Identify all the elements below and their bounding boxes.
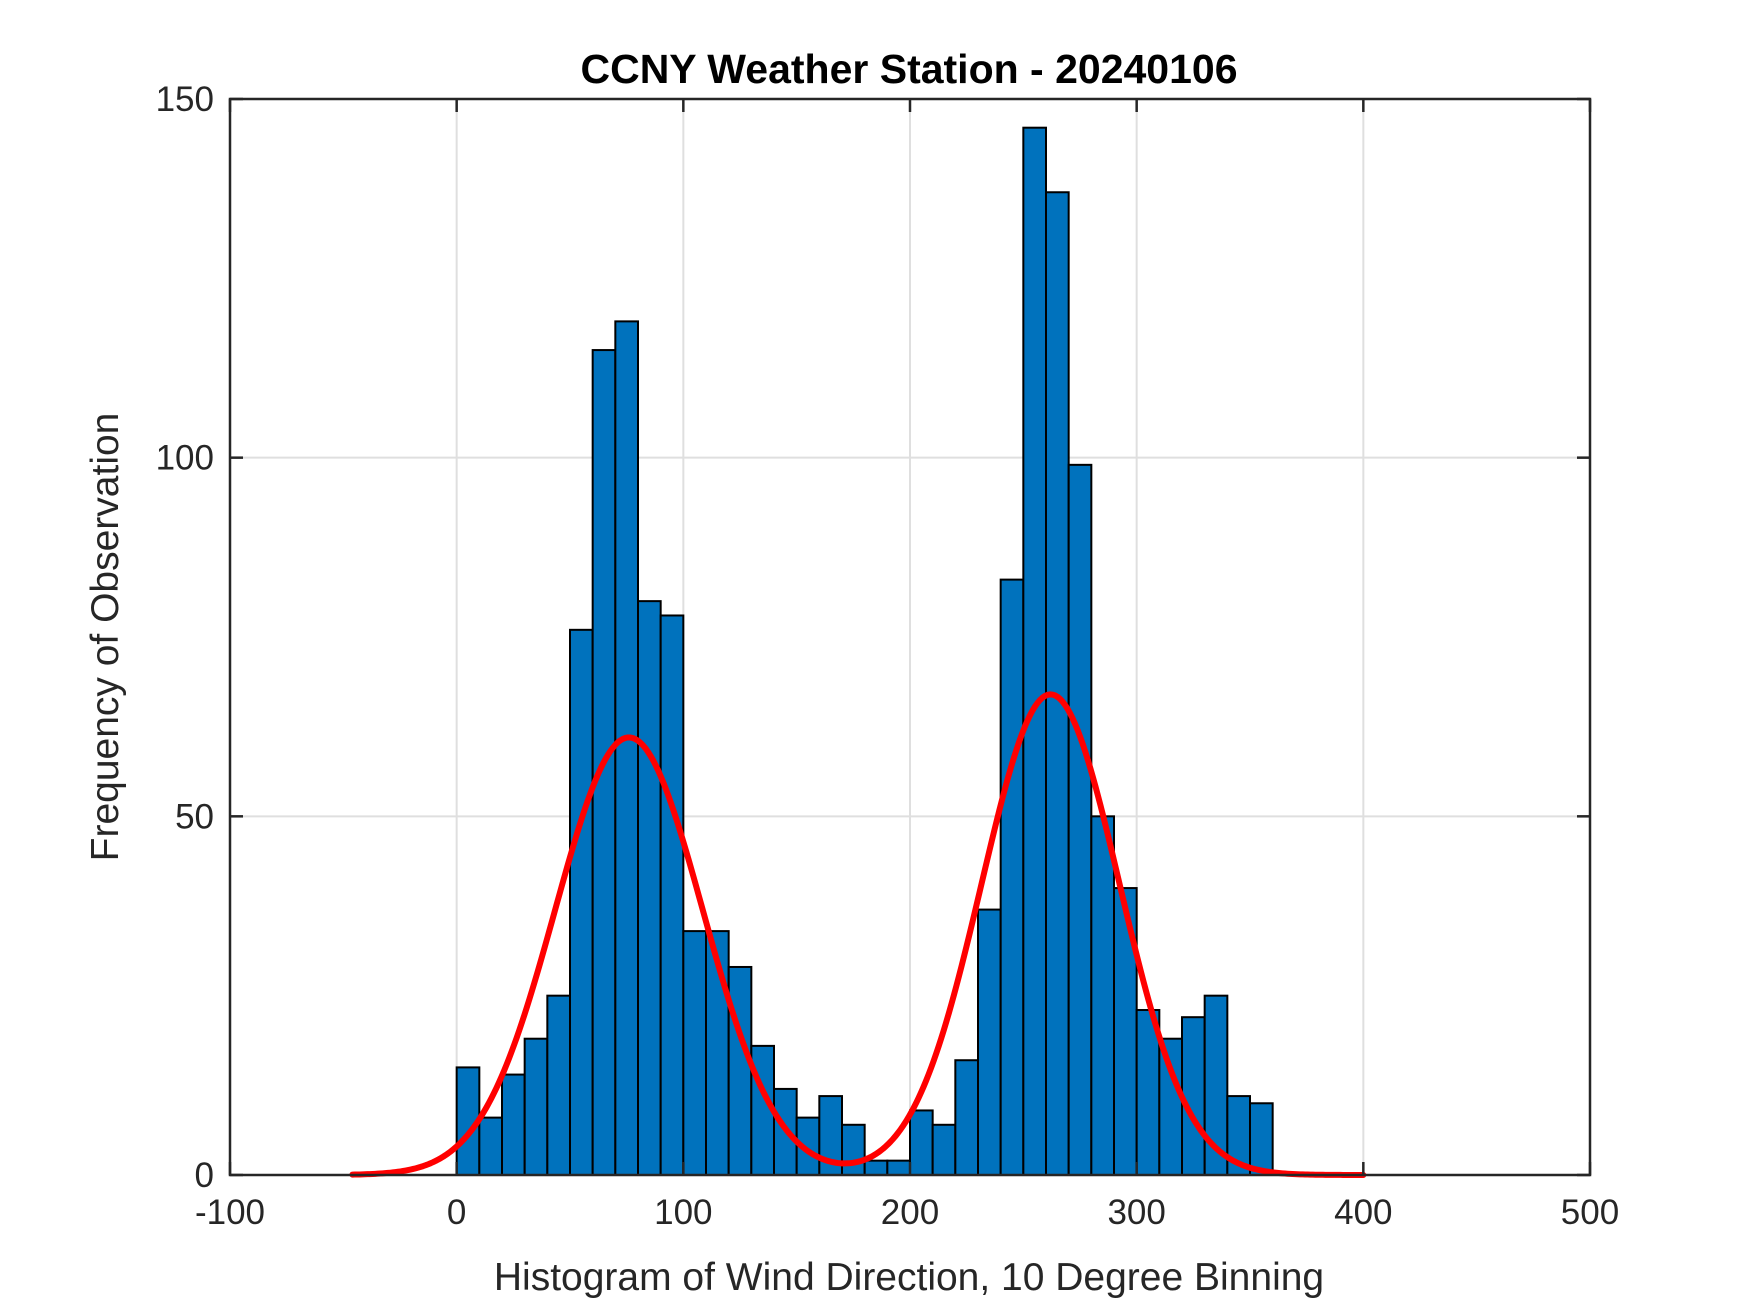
y-tick-label: 0 <box>195 1156 214 1195</box>
histogram-bar <box>1249 1102 1274 1177</box>
y-tick-label: 100 <box>156 439 214 478</box>
fit-curve-layer <box>349 691 1367 1178</box>
histogram-bar <box>1067 463 1093 1176</box>
x-tick-label: 200 <box>881 1193 939 1232</box>
x-axis-label: Histogram of Wind Direction, 10 Degree B… <box>494 1256 1324 1299</box>
histogram-bar <box>546 994 571 1177</box>
histogram-bar <box>1045 191 1070 1176</box>
grid-lines <box>230 99 1590 1175</box>
y-tick-label: 50 <box>175 797 214 836</box>
y-axis-label: Frequency of Observation <box>84 413 127 862</box>
histogram-bar <box>1022 126 1047 1176</box>
histogram-bar <box>614 320 639 1176</box>
histogram-bar <box>931 1123 957 1176</box>
histogram-bar <box>659 614 685 1176</box>
histogram-bar <box>727 965 753 1176</box>
x-tick-label: 500 <box>1561 1193 1619 1232</box>
histogram-bar <box>954 1059 979 1177</box>
histogram-bar <box>1090 815 1116 1176</box>
x-tick-label: 400 <box>1334 1193 1392 1232</box>
histogram-bar <box>841 1123 866 1176</box>
gaussian-fit-curve <box>349 691 1367 1178</box>
histogram-bar <box>637 600 662 1176</box>
y-tick-label: 150 <box>156 80 214 119</box>
axis-ticks <box>228 97 1592 1177</box>
histogram-bar <box>523 1037 549 1176</box>
histogram-bar <box>682 930 707 1177</box>
histogram-bar <box>909 1109 934 1176</box>
y-tick-labels: 0 50 100 150 <box>156 80 214 1195</box>
histogram-bar <box>977 908 1002 1176</box>
histogram-bars <box>455 126 1274 1177</box>
histogram-bar <box>886 1159 911 1176</box>
x-tick-label: 100 <box>654 1193 712 1232</box>
histogram-bar <box>863 1159 889 1176</box>
x-tick-label: 0 <box>447 1193 466 1232</box>
chart-title: CCNY Weather Station - 20240106 <box>580 46 1237 92</box>
histogram-bar <box>478 1116 504 1176</box>
histogram-bar <box>501 1073 526 1177</box>
histogram-bar <box>999 578 1025 1176</box>
x-tick-label: 300 <box>1107 1193 1165 1232</box>
histogram-bar <box>569 628 594 1176</box>
x-tick-label: -100 <box>195 1193 265 1232</box>
histogram-bar <box>1181 1016 1206 1176</box>
x-tick-labels: -100 0 100 200 300 400 500 <box>195 1193 1619 1232</box>
histogram-bar <box>1158 1037 1184 1176</box>
